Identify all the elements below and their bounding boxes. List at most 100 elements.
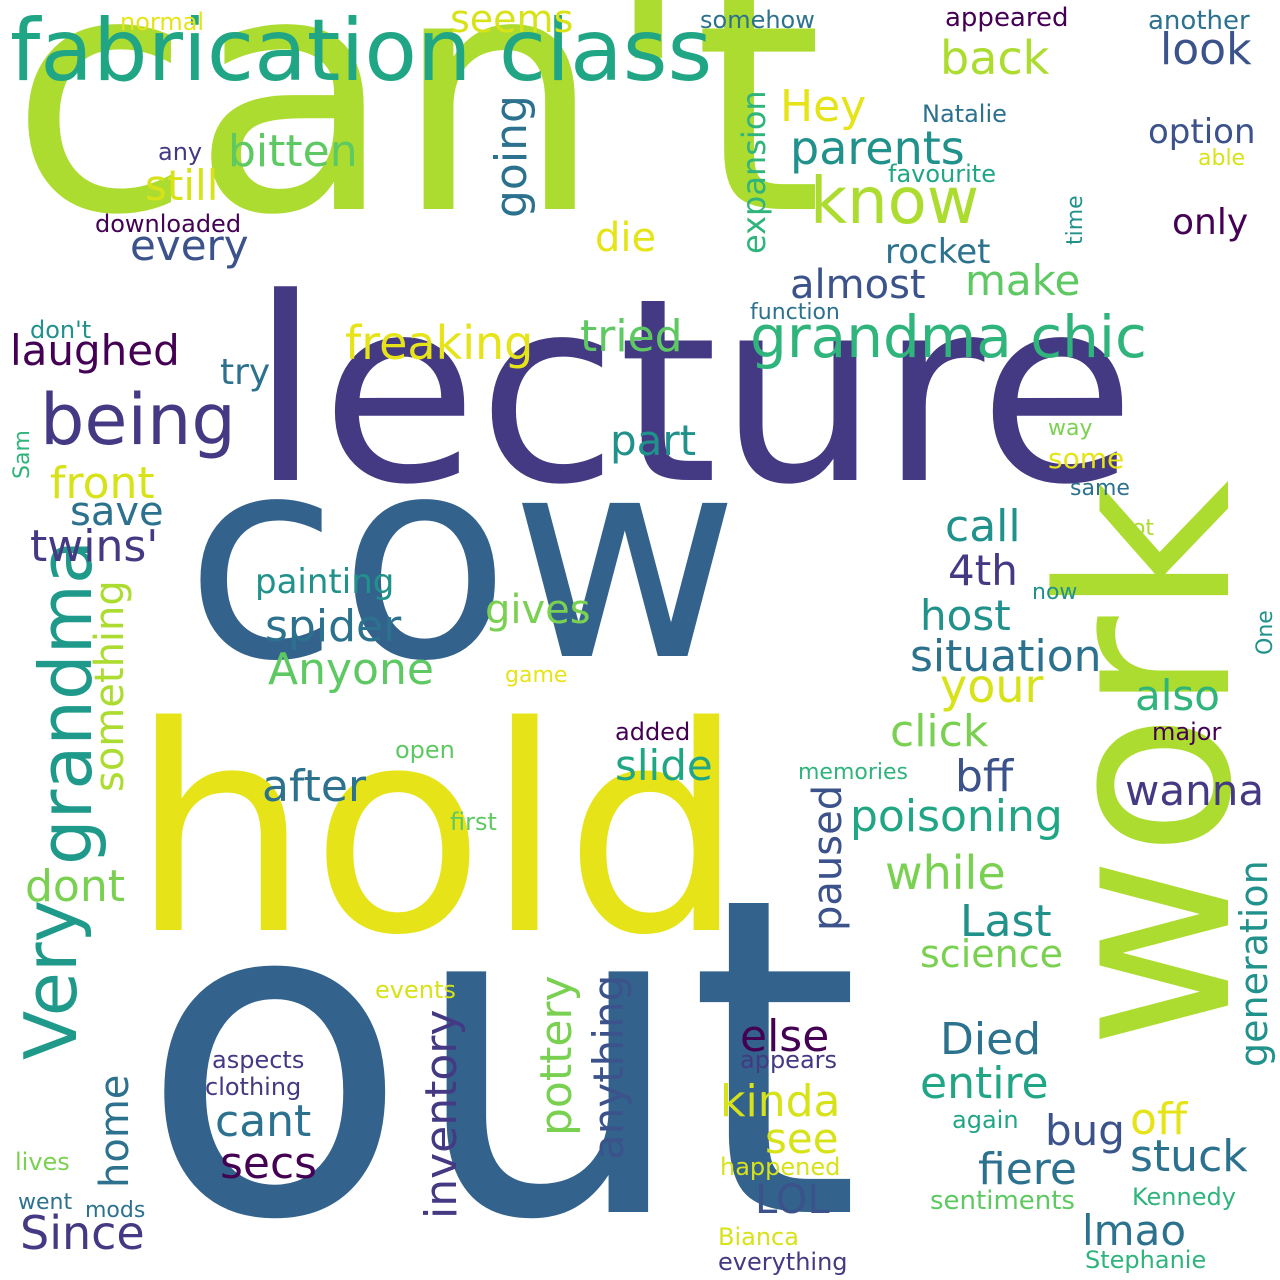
word-anything: anything <box>584 975 633 1161</box>
word-lmao: lmao <box>1082 1206 1187 1255</box>
word-laughed: laughed <box>10 326 180 375</box>
word-fiere: fiere <box>978 1144 1077 1195</box>
word-your: your <box>940 659 1044 713</box>
word-look: look <box>1160 24 1252 75</box>
word-else: else <box>740 1011 830 1062</box>
word-since: Since <box>20 1206 145 1260</box>
word-something: something <box>87 580 133 792</box>
word-still: still <box>145 161 219 210</box>
word-out: out <box>140 804 861 1280</box>
word-gives: gives <box>485 587 591 633</box>
word-cant: cant <box>215 1096 312 1147</box>
word-don-t: don't <box>30 316 92 344</box>
word-4th: 4th <box>948 546 1018 595</box>
word-very: Very <box>9 900 93 1061</box>
word-paused: paused <box>805 785 851 932</box>
word-save: save <box>70 489 164 535</box>
word-memories: memories <box>798 760 909 785</box>
word-twins: twins' <box>30 521 159 572</box>
word-bitten: bitten <box>228 126 358 177</box>
word-try: try <box>220 352 271 393</box>
word-bianca: Bianca <box>718 1223 799 1251</box>
word-function: function <box>750 300 840 325</box>
word-first: first <box>450 808 497 836</box>
word-entire: entire <box>920 1058 1049 1109</box>
word-pottery: pottery <box>531 975 582 1136</box>
word-kennedy: Kennedy <box>1132 1183 1236 1211</box>
word-part: part <box>610 416 697 465</box>
word-almost: almost <box>790 262 926 308</box>
word-game: game <box>505 663 568 688</box>
word-work: work <box>1011 480 1280 1049</box>
word-stephanie: Stephanie <box>1085 1246 1207 1274</box>
word-somehow: somehow <box>700 6 815 34</box>
word-way: way <box>1048 416 1093 441</box>
word-see: see <box>765 1114 839 1163</box>
word-painting: painting <box>255 562 395 602</box>
word-parents: parents <box>790 121 965 175</box>
word-everything: everything <box>718 1248 848 1276</box>
word-another: another <box>1148 6 1250 36</box>
word-science: science <box>920 932 1063 976</box>
word-able: able <box>1198 146 1246 171</box>
word-dont: dont <box>25 861 125 912</box>
word-seems: seems <box>450 0 574 41</box>
word-hold: hold <box>130 666 746 998</box>
word-mods: mods <box>85 1198 146 1223</box>
word-any: any <box>158 138 203 166</box>
word-poisoning: poisoning <box>850 791 1063 842</box>
word-make: make <box>965 256 1081 305</box>
word-rocket: rocket <box>885 232 991 272</box>
word-back: back <box>940 31 1050 85</box>
word-died: Died <box>940 1014 1042 1065</box>
word-spider: spider <box>265 601 402 652</box>
word-events: events <box>375 976 456 1004</box>
word-normal: normal <box>120 8 205 36</box>
word-know: know <box>810 165 980 239</box>
word-wanna: wanna <box>1125 766 1265 815</box>
word-lol: LOL <box>755 1177 830 1223</box>
word-same: same <box>1070 476 1130 501</box>
word-option: option <box>1148 112 1256 152</box>
word-bug: bug <box>1045 1106 1125 1155</box>
word-lecture: lecture <box>250 244 1136 541</box>
word-going: going <box>486 95 537 218</box>
word-natalie: Natalie <box>922 100 1007 128</box>
word-again: again <box>952 1106 1019 1134</box>
word-major: major <box>1152 718 1222 746</box>
word-only: only <box>1172 202 1249 243</box>
word-freaking: freaking <box>345 316 534 370</box>
word-call: call <box>945 501 1021 552</box>
word-appeared: appeared <box>945 3 1069 33</box>
word-expansion: expansion <box>735 90 773 254</box>
word-also: also <box>1135 671 1220 720</box>
word-inventory: inventory <box>416 1010 467 1220</box>
word-cow: cow <box>185 397 740 723</box>
word-click: click <box>890 706 989 757</box>
word-while: while <box>885 846 1006 900</box>
word-favourite: favourite <box>888 160 996 188</box>
word-off: off <box>1130 1094 1188 1145</box>
word-kinda: kinda <box>720 1076 841 1127</box>
word-can-t: can't <box>10 0 823 287</box>
word-now: now <box>1032 580 1078 605</box>
word-last: Last <box>960 896 1052 947</box>
word-went: went <box>18 1190 73 1215</box>
word-tried: tried <box>580 311 683 362</box>
word-open: open <box>395 736 455 764</box>
word-lives: lives <box>15 1148 70 1176</box>
word-front: front <box>50 458 155 509</box>
word-grandma-chic: grandma chic <box>750 303 1147 371</box>
word-slide: slide <box>615 741 713 790</box>
word-time: time <box>1063 195 1088 245</box>
word-every: every <box>130 221 249 270</box>
word-sentiments: sentiments <box>930 1186 1075 1216</box>
word-home: home <box>92 1075 138 1189</box>
word-generation: generation <box>1232 860 1276 1067</box>
word-anyone: Anyone <box>268 644 434 695</box>
word-situation: situation <box>910 631 1102 682</box>
word-after: after <box>262 761 367 812</box>
word-host: host <box>920 591 1011 640</box>
word-secs: secs <box>220 1138 318 1189</box>
